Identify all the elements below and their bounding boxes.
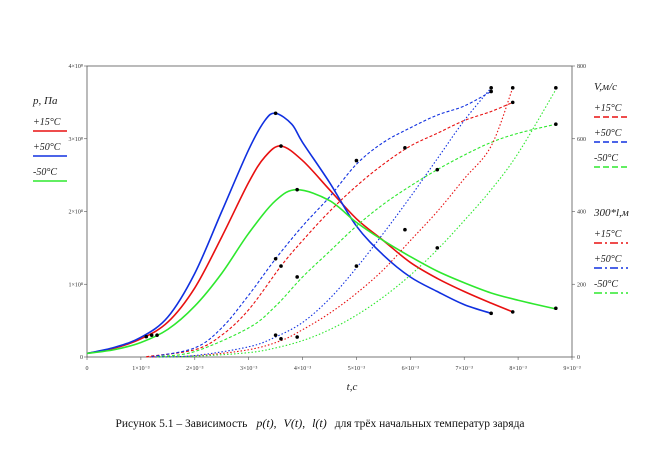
legend-right: V,м/с +15°C +50°C -50°C 300*l,м +15°C +50°C -50… [593, 81, 629, 294]
x-axis-ticks: 0 1×10⁻³ 2×10⁻³ 3×10⁻³ 4×10⁻³ 5×10⁻³ 6×10⁻³ 7×1… [86, 357, 581, 372]
series-marker [279, 337, 283, 341]
series-marker [554, 122, 558, 126]
legend-entry-label: +50°C [594, 128, 622, 139]
x-tick-label: 3×10⁻³ [240, 366, 258, 372]
legend-entry-label: +50°C [594, 254, 622, 265]
series-line-0 [86, 145, 514, 355]
x-tick-label: 2×10⁻³ [186, 366, 204, 372]
caption-comma-1: , [274, 418, 277, 430]
legend-entry-label: +15°C [594, 103, 622, 114]
x-tick-label: 8×10⁻³ [509, 366, 527, 372]
series-line-6 [146, 87, 514, 358]
y-left-tick-label: 3×10⁸ [69, 137, 83, 143]
y-left-tick-label: 0 [80, 355, 83, 361]
x-tick-label: 4×10⁻³ [294, 366, 312, 372]
y-right-tick-label: 400 [577, 210, 586, 216]
caption-function-v: V(t) [284, 416, 303, 430]
y-right-tick-label: 0 [577, 355, 580, 361]
series-line-4 [151, 90, 492, 358]
x-tick-label: 7×10⁻³ [456, 366, 474, 372]
y-left-tick-label: 1×10⁸ [69, 282, 83, 288]
y-left-tick-label: 4×10⁸ [69, 64, 83, 70]
series-marker [155, 333, 159, 337]
series-marker [403, 227, 407, 232]
series-marker [489, 86, 493, 90]
legend-entry-label: +15°C [594, 229, 622, 240]
series-marker [273, 256, 278, 261]
y-left-axis-ticks: 0 1×10⁸ 2×10⁸ 3×10⁸ 4×10⁸ [69, 64, 87, 361]
y-right-tick-label: 800 [577, 64, 586, 70]
series-marker [435, 167, 440, 172]
series-marker [149, 333, 154, 337]
series-line-8 [157, 89, 557, 358]
series-line-7 [151, 87, 492, 358]
series-marker [554, 306, 558, 311]
plot-frame [86, 65, 573, 358]
caption-prefix: Рисунок 5.1 – Зависимость [115, 418, 247, 430]
y-right-tick-label: 200 [577, 282, 586, 288]
x-tick-label: 6×10⁻³ [402, 366, 420, 372]
legend-entry-label: -50°C [594, 153, 618, 164]
caption-suffix: для трёх начальных температур заряда [335, 418, 525, 430]
series-line-1 [86, 112, 492, 355]
y-right-tick-label: 600 [577, 137, 586, 143]
series-marker [489, 89, 493, 94]
legend-entry-label: +50°C [33, 142, 61, 153]
series-marker [510, 86, 515, 90]
series-marker [354, 264, 359, 268]
legend-group-title: 300*l,м [593, 207, 629, 219]
y-left-tick-label: 2×10⁸ [69, 210, 83, 216]
series-marker [489, 311, 493, 316]
legend-group-title: p, Па [32, 95, 58, 107]
x-tick-label: 1×10⁻³ [132, 366, 150, 372]
figure-caption: Рисунок 5.1 – Зависимость p(t), V(t), l(… [115, 414, 524, 431]
series-marker [354, 158, 359, 163]
series-marker [554, 86, 558, 90]
series-marker [403, 146, 407, 150]
legend-entry-label: +15°C [33, 117, 61, 128]
legend-entry-label: -50°C [594, 279, 618, 290]
x-tick-label: 9×10⁻³ [563, 366, 581, 372]
marker-layer [144, 86, 558, 341]
series-marker [144, 334, 149, 339]
x-tick-label: 0 [86, 366, 89, 372]
caption-comma-2: , [302, 418, 305, 430]
series-marker [295, 275, 299, 279]
legend-group-title: V,м/с [594, 81, 617, 93]
series-marker [295, 187, 299, 192]
x-axis-label: t,c [347, 381, 358, 393]
legend-left: p, Па +15°C +50°C -50°C [32, 95, 67, 182]
series-marker [510, 100, 515, 105]
y-right-axis-ticks: 0 200 400 600 800 [572, 64, 586, 361]
series-marker [295, 335, 299, 339]
series-line-5 [156, 123, 556, 358]
caption-function-p: p(t) [255, 416, 273, 430]
legend-entry-label: -50°C [33, 167, 57, 178]
caption-function-l: l(t) [312, 416, 327, 430]
plot-border [86, 65, 573, 358]
series-layer [86, 87, 557, 358]
series-marker [435, 246, 440, 250]
series-marker [279, 264, 283, 268]
series-marker [273, 333, 278, 337]
series-marker [273, 111, 278, 116]
series-line-3 [146, 101, 513, 358]
series-marker [279, 144, 283, 148]
x-tick-label: 5×10⁻³ [348, 366, 366, 372]
series-line-2 [86, 188, 557, 355]
series-marker [510, 310, 515, 314]
